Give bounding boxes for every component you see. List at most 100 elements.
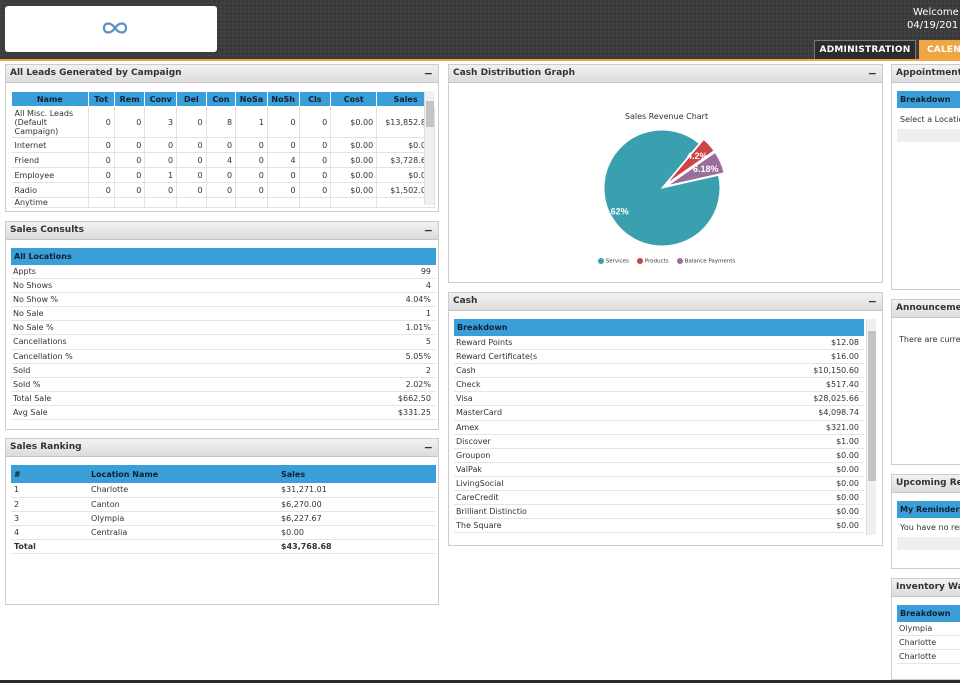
lead-cell: 0: [267, 167, 300, 183]
lead-cell: 0: [114, 152, 146, 168]
leads-col-header[interactable]: Del: [176, 91, 207, 107]
table-row: 3 Olympia $6,227.67: [11, 511, 436, 526]
consult-value: 2: [425, 365, 431, 375]
consult-value: 4.04%: [405, 295, 431, 305]
consult-label: Cancellations: [13, 337, 67, 347]
cash-label: Amex: [456, 422, 479, 432]
minimize-icon[interactable]: −: [867, 67, 877, 80]
logo[interactable]: [5, 6, 217, 52]
cash-label: Check: [456, 380, 481, 390]
sales-consults-panel: Sales Consults − All Locations Appts 99 No…: [5, 221, 439, 430]
lead-cell: [267, 197, 300, 208]
pie-slice-services-label: 89.62%: [598, 207, 629, 217]
minimize-icon[interactable]: −: [423, 441, 433, 454]
cash-value: $517.40: [825, 380, 859, 390]
cash-label: Reward Points: [456, 338, 513, 347]
lead-name: Radio: [11, 182, 89, 198]
table-row: 4 Centralia $0.00: [11, 525, 436, 540]
header-accent-line: [0, 59, 960, 61]
legend-balance-payments: Balance Payments: [676, 258, 735, 265]
lead-cell: [376, 197, 435, 208]
cash-label: Reward Certificate(s: [456, 352, 538, 362]
sales-consults-header: Sales Consults −: [6, 222, 438, 240]
tab-calendar[interactable]: CALEN: [919, 40, 960, 59]
cash-scroll-thumb[interactable]: [868, 331, 876, 481]
consults-location-header: All Locations: [11, 248, 436, 265]
table-row: Internet 0 0 0 0 0 0 0 0 $0.00 $0.00: [11, 137, 435, 153]
leads-col-header[interactable]: Tot: [87, 91, 115, 107]
lead-cell: 0: [176, 167, 207, 183]
list-item: Discover $1.00: [454, 435, 864, 449]
tab-administration[interactable]: ADMINISTRATION: [814, 40, 916, 59]
lead-cell: 0: [114, 106, 146, 138]
leads-scroll-thumb[interactable]: [426, 101, 434, 127]
table-row: All Misc. Leads (Default Campaign) 0 0 3 0 8 1…: [11, 106, 435, 138]
lead-cell: 0: [114, 182, 146, 198]
cash-value: $12.08: [831, 338, 859, 347]
list-item: Olympia: [897, 622, 960, 637]
leads-col-header[interactable]: NoSa: [235, 91, 268, 107]
ranking-table: # Location Name Sales 1 Charlotte $31,271.01…: [11, 465, 436, 554]
cash-label: MasterCard: [456, 408, 503, 418]
leads-col-header[interactable]: Sales: [376, 91, 435, 107]
lead-cell: $0.00: [376, 137, 435, 153]
leads-col-header[interactable]: Name: [11, 91, 89, 107]
ranking-col-header[interactable]: Sales: [278, 465, 436, 483]
consult-label: No Sale %: [13, 323, 54, 333]
lead-cell: 0: [206, 137, 237, 153]
leads-col-header[interactable]: Con: [205, 91, 237, 107]
lead-cell: $0.00: [330, 137, 378, 153]
ranking-col-header[interactable]: #: [11, 465, 88, 483]
consult-label: Sold: [13, 365, 31, 375]
inventory-breakdown: Breakdown: [897, 605, 960, 622]
leads-table-wrap: Name Tot Rem Conv Del Con NoSa NoSh Cls Cost Sales…: [11, 91, 435, 208]
leads-col-header[interactable]: NoSh: [266, 91, 300, 107]
lead-cell: 0: [206, 182, 237, 198]
lead-name: Friend: [11, 152, 89, 168]
leads-scrollbar[interactable]: [424, 91, 434, 205]
list-item: ValPak $0.00: [454, 463, 864, 477]
lead-cell: 0: [299, 137, 332, 153]
leads-col-header[interactable]: Cost: [330, 91, 378, 107]
cash-scrollbar[interactable]: [866, 319, 876, 535]
leads-col-header[interactable]: Conv: [144, 91, 178, 107]
ranking-cell: Centralia: [88, 525, 278, 540]
cash-value: $4,098.74: [818, 408, 859, 418]
list-item: Total Sale $662.50: [11, 392, 436, 406]
ranking-col-header[interactable]: Location Name: [88, 465, 278, 483]
lead-cell: 0: [235, 167, 268, 183]
list-item: Amex $321.00: [454, 421, 864, 435]
list-item: Groupon $0.00: [454, 449, 864, 463]
sales-ranking-panel: Sales Ranking − # Location Name Sales 1 Cha…: [5, 438, 439, 605]
pie-slice-services[interactable]: [603, 129, 721, 247]
cash-panel: Cash − Breakdown Reward Points $12.08 Rewa…: [448, 292, 883, 546]
lead-cell: [88, 197, 115, 208]
inventory-list: Olympia Charlotte Charlotte: [897, 622, 960, 665]
ranking-cell: $0.00: [278, 525, 436, 540]
lead-cell: $3,728.66: [376, 152, 435, 168]
ranking-cell: 1: [11, 483, 88, 498]
list-item: Cancellation % 5.05%: [11, 350, 436, 364]
cash-value: $0.00: [836, 464, 859, 474]
minimize-icon[interactable]: −: [423, 224, 433, 237]
leads-col-header[interactable]: Rem: [113, 91, 146, 107]
minimize-icon[interactable]: −: [867, 295, 877, 308]
leads-col-header[interactable]: Cls: [298, 91, 332, 107]
pie-slice-balance-payments[interactable]: [667, 151, 725, 187]
cash-value: $0.00: [836, 507, 859, 517]
list-item: No Sale % 1.01%: [11, 321, 436, 336]
lead-cell: 0: [114, 137, 146, 153]
list-item: Cash $10,150.60: [454, 364, 864, 379]
consult-label: Total Sale: [13, 393, 52, 403]
lead-cell: 0: [176, 152, 207, 168]
cash-header: Cash −: [449, 293, 882, 311]
minimize-icon[interactable]: −: [423, 67, 433, 80]
announcements-panel: Announcemer There are curre: [891, 299, 960, 465]
reminders-panel: Upcoming Re My Reminders You have no rer: [891, 474, 960, 569]
pie-slice-products[interactable]: [666, 138, 715, 185]
lead-cell: 0: [235, 152, 268, 168]
ranking-cell: Charlotte: [88, 483, 278, 498]
chart-legend: Services Products Balance Payments: [449, 258, 884, 265]
list-item: LivingSocial $0.00: [454, 477, 864, 492]
lead-cell: 4: [267, 152, 300, 168]
